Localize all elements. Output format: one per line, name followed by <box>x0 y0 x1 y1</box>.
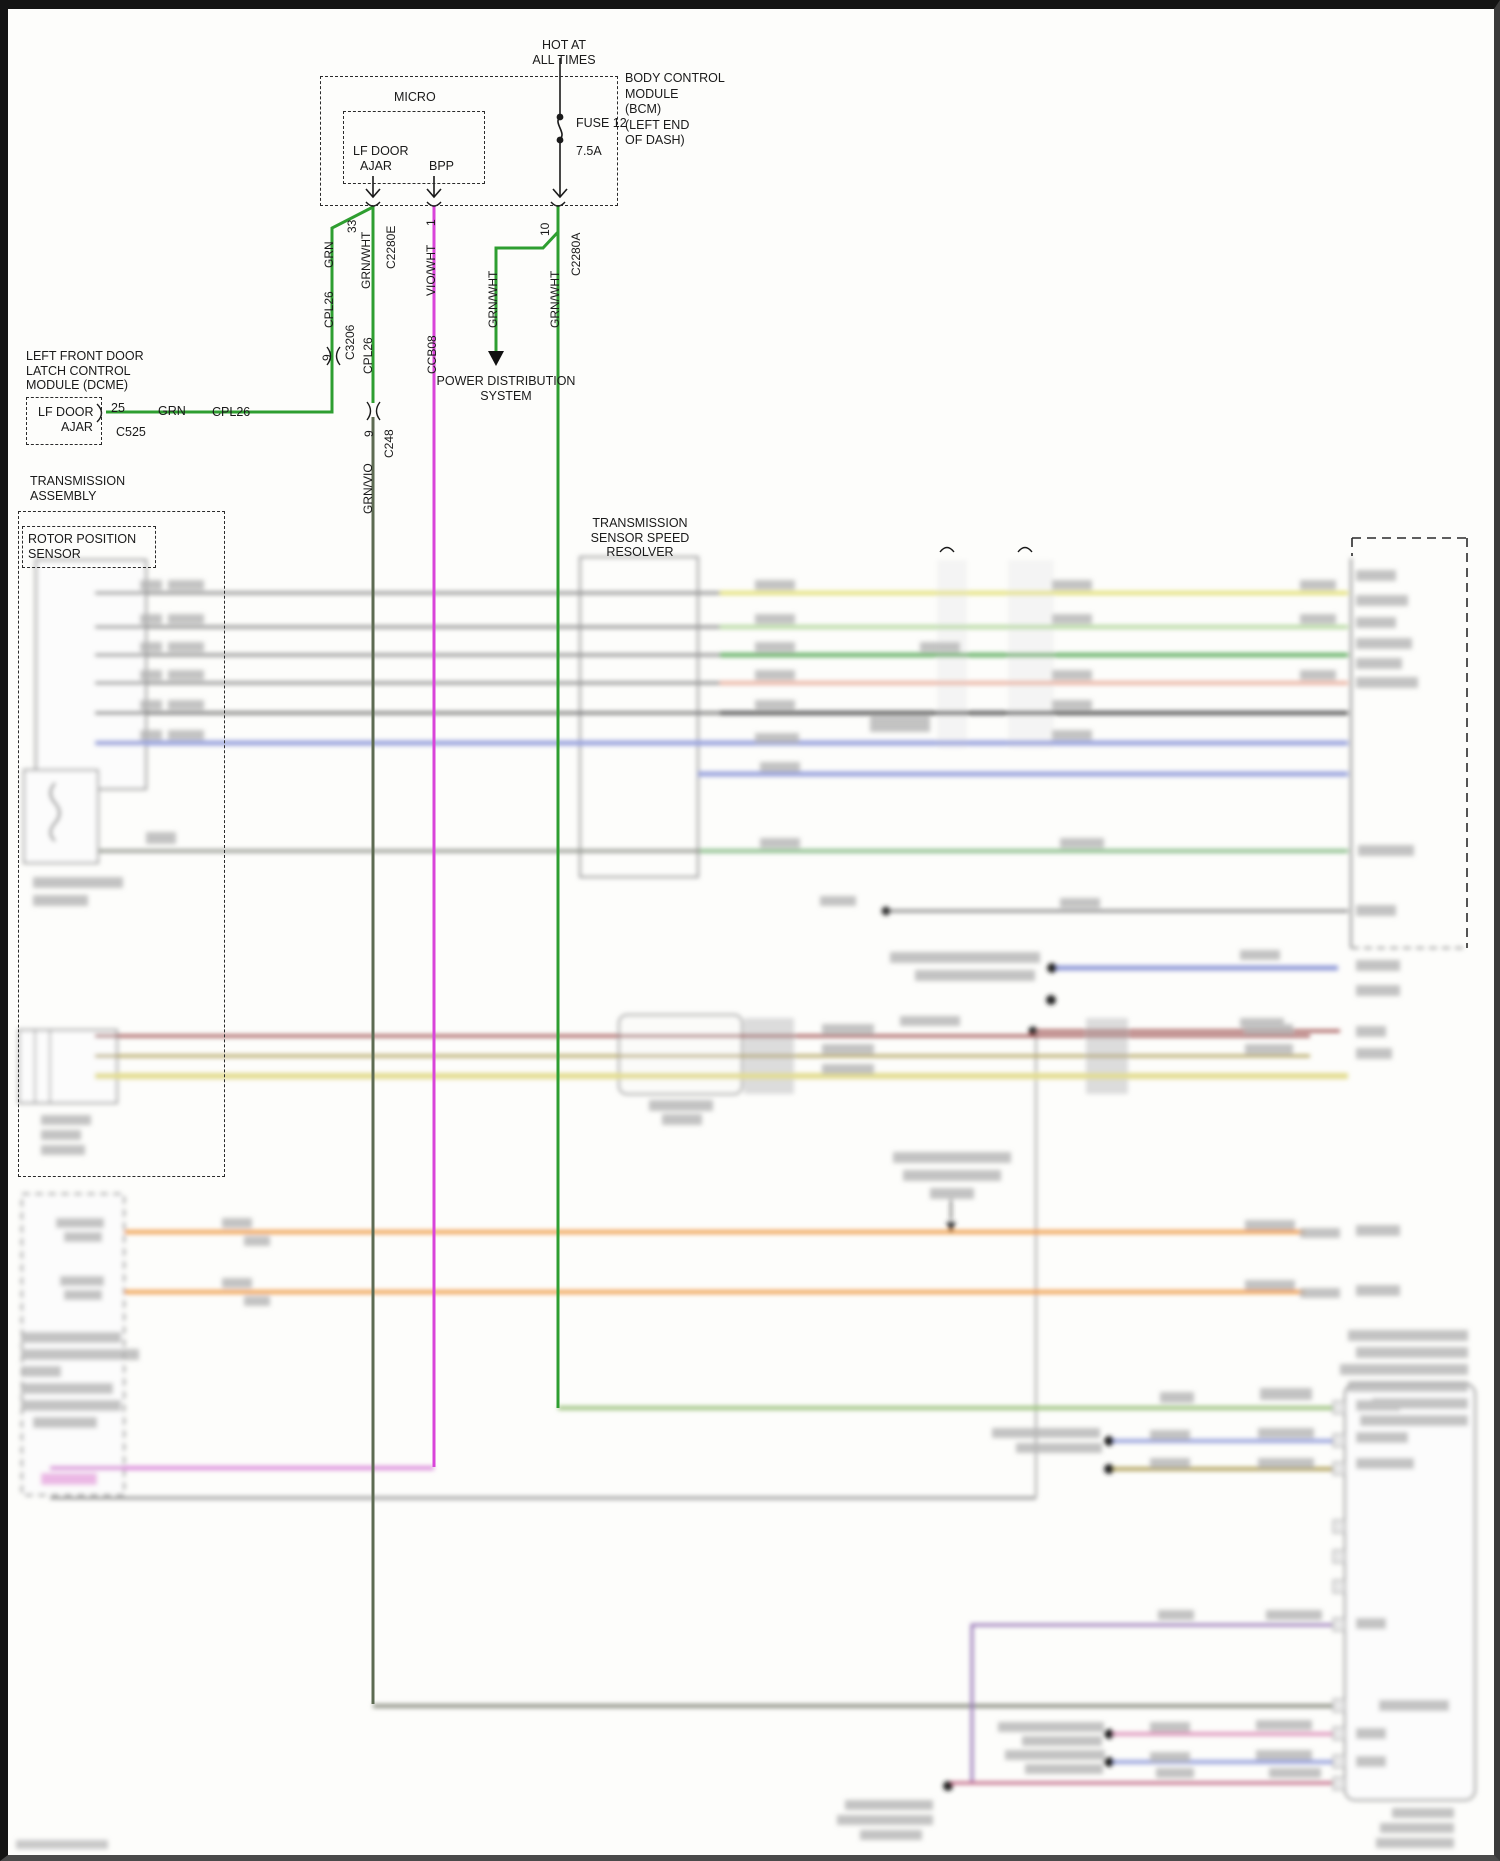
connector-symbol-ccb08 <box>426 201 442 207</box>
pin-1-label: 1 <box>424 219 438 226</box>
dcme-pin-lf-door-label: LF DOOR <box>38 405 94 419</box>
sensor-symbol <box>49 782 61 842</box>
connector-c248-label: C248 <box>382 429 396 458</box>
rotor-position-sensor-box <box>35 559 147 790</box>
watermark-smudge <box>16 1840 108 1849</box>
circuit-cpl26-label: CPL26 <box>322 291 336 328</box>
pin-9-c3206-label: 9 <box>320 354 334 361</box>
micro-box <box>343 111 485 184</box>
inline-connector-top-marks <box>939 546 1033 553</box>
wire-color-grnvio-label: GRN/VIO <box>361 463 375 514</box>
speed-resolver-label: TRANSMISSION SENSOR SPEED RESOLVER <box>590 516 690 559</box>
crisp-wires <box>96 58 1468 1704</box>
wire-color-grnwht-branch-label: GRN/WHT <box>486 270 500 328</box>
wire-color-grn-horizontal-label: GRN <box>158 404 186 418</box>
pin-25-label: 25 <box>111 401 125 415</box>
circuit-cpl26-horizontal-label: CPL26 <box>212 405 251 419</box>
circuit-ccb08-label: CCB08 <box>425 335 439 374</box>
micro-output-stubs <box>372 176 435 197</box>
fuse-name-label: FUSE 12 <box>576 116 627 130</box>
pin-10-label: 10 <box>538 222 552 236</box>
down-arrow-icon <box>426 188 442 199</box>
blurred-diagram-region <box>16 556 1476 1849</box>
micro-pin-bpp-label: BPP <box>429 159 455 173</box>
unreadable-label-smudges <box>21 570 1468 1848</box>
pin-9-c248-label: 9 <box>362 430 376 437</box>
wire-grnwht-branch-pds <box>494 230 560 351</box>
transmission-assembly-label: TRANSMISSION ASSEMBLY <box>30 474 126 503</box>
connector-c525-label: C525 <box>116 425 146 439</box>
wire-color-grnwht-label: GRN/WHT <box>359 231 373 289</box>
bcm-name-label: BODY CONTROL MODULE (BCM) (LEFT END OF DASH… <box>625 71 725 147</box>
connector-symbol-c3206 <box>326 346 341 366</box>
wire-color-grnwht-c2280a-label: GRN/WHT <box>548 270 562 328</box>
connector-c3206-label: C3206 <box>343 324 357 360</box>
wire-color-grn-label: GRN <box>322 241 336 268</box>
transmission-assembly-box <box>18 511 225 1177</box>
wire-grn-cpl26-to-c525 <box>106 205 374 414</box>
down-arrow-icon <box>552 188 568 199</box>
connector-c2280e-label: C2280E <box>384 225 398 269</box>
connector-c2280a-label: C2280A <box>569 232 583 276</box>
fluid-sensor-box <box>23 769 99 864</box>
micro-pin-lf-door-label: LF DOOR <box>353 144 409 158</box>
micro-pin-ajar-label: AJAR <box>360 159 392 173</box>
bcm-module-box <box>320 76 618 206</box>
lf-door-ajar-pin-box <box>26 397 102 445</box>
connector-symbol-c2280a <box>550 201 566 207</box>
solenoid-dashed-box <box>21 1193 125 1496</box>
hot-at-all-times-label: HOT AT ALL TIMES <box>532 38 596 67</box>
down-arrow-icon <box>365 188 381 199</box>
fuse-rating-label: 7.5A <box>576 144 602 158</box>
dcme-name-label: LEFT FRONT DOOR LATCH CONTROL MODULE (DCME… <box>26 349 144 392</box>
speed-resolver-box <box>579 556 699 878</box>
power-distribution-arrow <box>488 351 504 366</box>
rotor-position-sensor-label-box <box>22 526 156 568</box>
connector-symbol-c2280e <box>365 201 381 207</box>
wire-color-viowht-label: VIO/WHT <box>424 244 438 296</box>
power-distribution-system-label: POWER DISTRIBUTION SYSTEM <box>436 374 576 403</box>
dcme-pin-ajar-label: AJAR <box>61 420 93 434</box>
circuit-cpl26-label: CPL26 <box>361 337 375 374</box>
rotor-position-sensor-label: ROTOR POSITION SENSOR <box>28 532 137 561</box>
connector-symbol-c248 <box>366 401 381 421</box>
micro-label: MICRO <box>394 90 436 104</box>
pin-33-label: 33 <box>345 219 359 233</box>
